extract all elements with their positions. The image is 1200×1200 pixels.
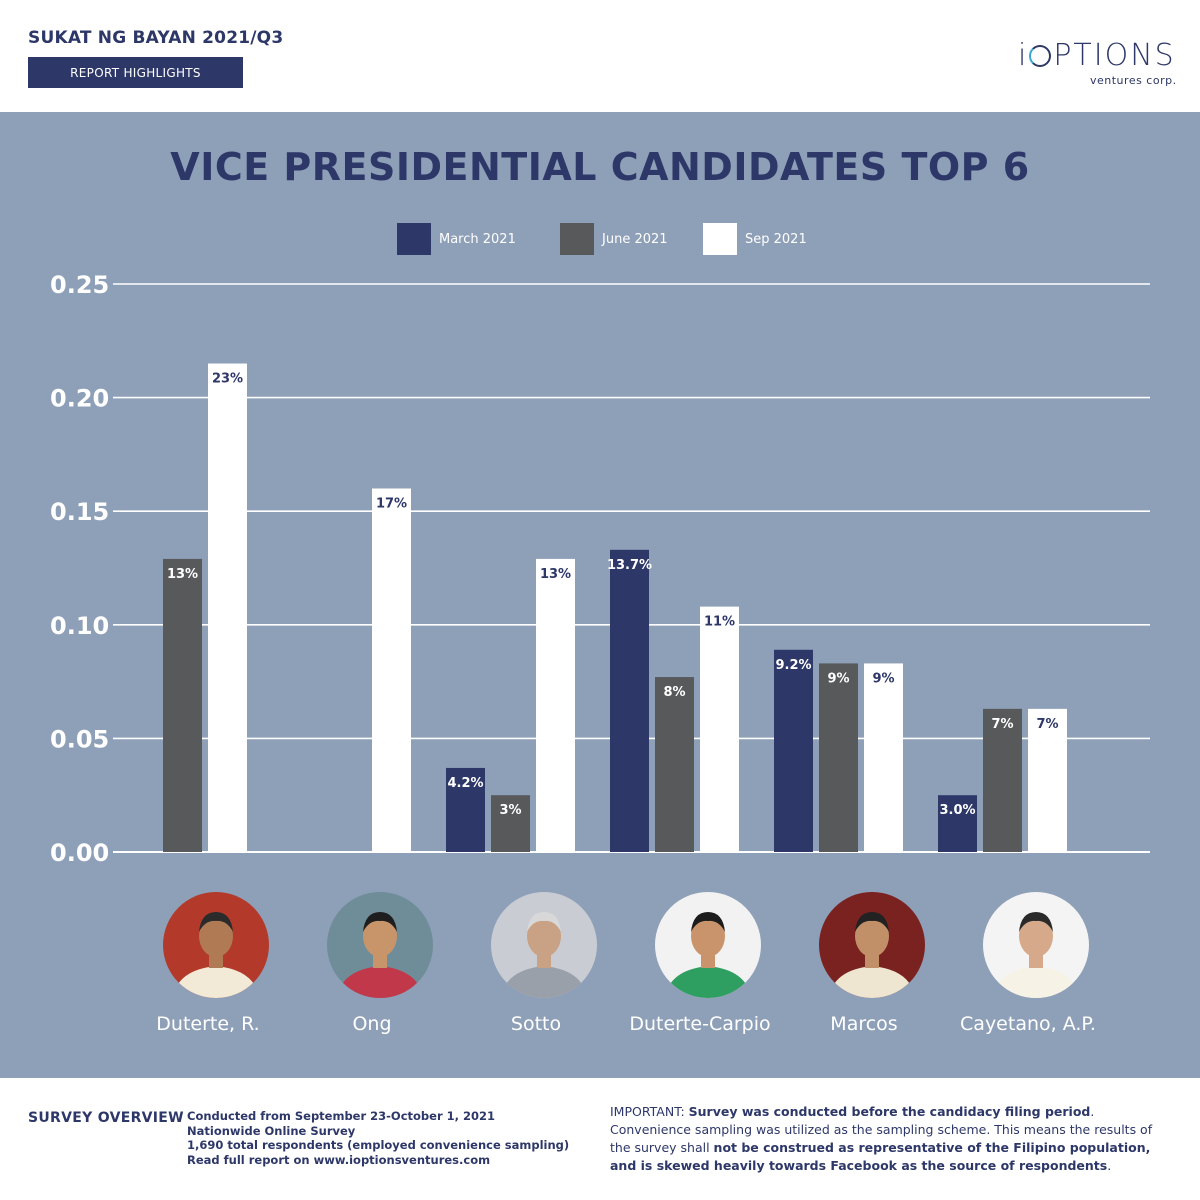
cayetano-photo [983, 892, 1089, 998]
bar-value-label: 9.2% [775, 658, 811, 673]
bar-june [655, 677, 694, 852]
y-tick-label: 0.20 [50, 385, 109, 413]
bar-march [774, 649, 813, 852]
bar-value-label: 3% [499, 803, 521, 818]
bar-march [610, 549, 649, 852]
logo-letter-i: i [1018, 38, 1029, 73]
bar-value-label: 8% [663, 685, 685, 700]
category-label: Ong [352, 1013, 391, 1035]
bar-june [819, 663, 858, 852]
legend-swatch-march [397, 223, 431, 255]
logo-letters: PTIONS [1053, 38, 1176, 73]
category-label: Duterte, R. [156, 1013, 259, 1035]
y-tick-label: 0.10 [50, 612, 109, 640]
legend-label-march: March 2021 [439, 231, 516, 247]
survey-overview-title: SURVEY OVERVIEW [28, 1110, 184, 1126]
duterte-r-photo [163, 892, 269, 998]
important-bold-1: Survey was conducted before the candidac… [688, 1104, 1091, 1119]
legend-swatch-june [560, 223, 594, 255]
bar-value-label: 3.0% [939, 803, 975, 818]
marcos-photo [819, 892, 925, 998]
logo-ring-icon [1029, 45, 1052, 67]
bar-value-label: 13% [540, 567, 571, 582]
duterte-carpio-photo [655, 892, 761, 998]
legend-label-june: June 2021 [602, 231, 668, 247]
sotto-photo [491, 892, 597, 998]
legend-item-march: March 2021 [397, 222, 516, 256]
bar-sep [864, 663, 903, 852]
bar-march [446, 767, 485, 852]
bar-june [163, 558, 202, 852]
legend-item-sep: Sep 2021 [703, 222, 807, 256]
bar-sep [208, 363, 247, 852]
bar-value-label: 13.7% [607, 558, 652, 573]
y-tick-label: 0.00 [50, 839, 109, 867]
footer: SURVEY OVERVIEW Conducted from September… [0, 1078, 1200, 1200]
bar-value-label: 23% [212, 372, 243, 387]
bar-value-label: 11% [704, 615, 735, 630]
y-tick-label: 0.15 [50, 498, 109, 526]
overview-line-report-link: Read full report on www.ioptionsventures… [187, 1152, 491, 1167]
overview-line-dates: Conducted from September 23-October 1, 2… [187, 1109, 496, 1123]
ong-photo [327, 892, 433, 998]
category-label: Sotto [511, 1013, 561, 1035]
survey-overview-details: Conducted from September 23-October 1, 2… [187, 1109, 569, 1167]
bar-value-label: 17% [376, 496, 407, 511]
legend-item-june: June 2021 [560, 222, 668, 256]
bar-value-label: 7% [991, 717, 1013, 732]
bar-sep [1028, 708, 1067, 852]
ioptions-logo: i PTIONS ventures corp. [1018, 38, 1178, 92]
logo-subtitle: ventures corp. [1090, 74, 1177, 87]
bar-value-label: 7% [1036, 717, 1058, 732]
bar-march [938, 795, 977, 852]
y-tick-label: 0.25 [50, 271, 109, 299]
bar-value-label: 9% [827, 671, 849, 686]
important-text-1: . Convenience sampling was utilized as t… [610, 1104, 1153, 1155]
report-title: SUKAT NG BAYAN 2021/Q3 [28, 28, 284, 48]
legend-swatch-sep [703, 223, 737, 255]
category-label: Cayetano, A.P. [960, 1013, 1096, 1035]
important-notice: IMPORTANT: Survey was conducted before t… [610, 1103, 1175, 1175]
category-label: Duterte-Carpio [629, 1013, 770, 1035]
bar-chart: 0.00 0.05 0.10 0.15 0.20 0.25 13% 23% Duterte, R… [50, 271, 1150, 1035]
important-text-2: . [1107, 1158, 1112, 1173]
overview-line-respondents: 1,690 total respondents (employed conven… [187, 1138, 570, 1152]
bar-sep [536, 558, 575, 852]
legend-label-sep: Sep 2021 [745, 231, 807, 247]
category-label: Marcos [830, 1013, 897, 1035]
bar-june [491, 795, 530, 852]
bar-sep [700, 606, 739, 852]
header: SUKAT NG BAYAN 2021/Q3 REPORT HIGHLIGHTS… [0, 0, 1200, 112]
important-prefix: IMPORTANT: [610, 1104, 689, 1119]
report-highlights-badge: REPORT HIGHLIGHTS [28, 57, 243, 88]
important-bold-2: not be construed as representative of th… [610, 1140, 1151, 1173]
chart-title: VICE PRESIDENTIAL CANDIDATES TOP 6 [170, 145, 1030, 189]
bar-value-label: 13% [167, 567, 198, 582]
logo-wordmark: i PTIONS [1018, 38, 1176, 74]
bar-sep [372, 488, 411, 852]
y-tick-label: 0.05 [50, 725, 109, 753]
chart-legend: March 2021 June 2021 Sep 2021 [0, 222, 1200, 256]
bar-june [983, 708, 1022, 852]
bar-value-label: 4.2% [447, 776, 483, 791]
bar-value-label: 9% [872, 671, 894, 686]
overview-line-method: Nationwide Online Survey [187, 1123, 356, 1138]
